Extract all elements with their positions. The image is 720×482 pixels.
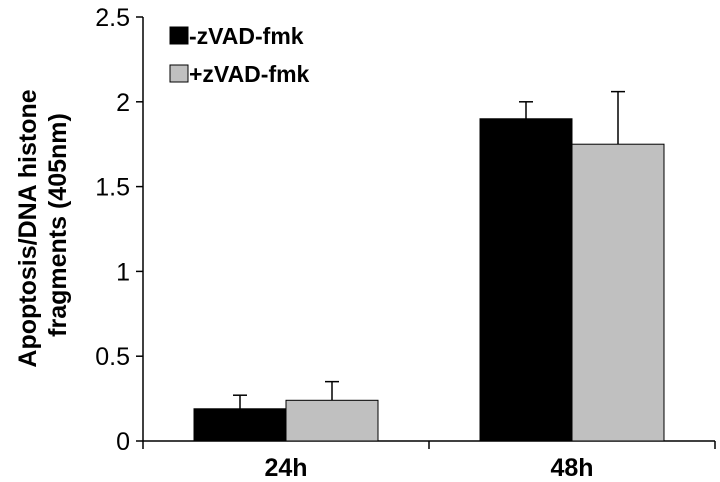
- y-tick-label: 1.5: [95, 174, 130, 202]
- y-ticks: 0 0.5 1 1.5 2 2.5: [95, 4, 143, 456]
- y-tick-label: 2.5: [95, 4, 130, 32]
- y-axis-label-line-2: fragments (405nm): [44, 113, 72, 337]
- legend-swatch-plus-zvad: [169, 64, 189, 83]
- legend-swatch-minus-zvad: [169, 26, 189, 45]
- bar-plus-zvad-24h: [285, 399, 379, 442]
- bar-minus-zvad-24h: [193, 408, 287, 442]
- legend-label-minus-zvad: -zVAD-fmk: [189, 23, 304, 49]
- x-tick-labels: 24h 48h: [264, 454, 593, 482]
- bar-plus-zvad-48h: [571, 143, 665, 442]
- y-axis-label-line-1: Apoptosis/DNA histone: [14, 89, 42, 367]
- legend: -zVAD-fmk +zVAD-fmk: [169, 23, 310, 87]
- y-tick-label: 0.5: [95, 343, 130, 371]
- y-tick-label: 2: [116, 89, 130, 117]
- y-tick-label: 0: [116, 428, 130, 456]
- x-tick-label-24h: 24h: [264, 454, 307, 482]
- y-tick-label: 1: [116, 258, 130, 286]
- legend-label-plus-zvad: +zVAD-fmk: [189, 61, 310, 87]
- y-axis-label: Apoptosis/DNA histone fragments (405nm): [14, 82, 72, 367]
- x-tick-label-48h: 48h: [550, 454, 593, 482]
- bar-minus-zvad-48h: [479, 118, 573, 442]
- bars: [193, 90, 665, 442]
